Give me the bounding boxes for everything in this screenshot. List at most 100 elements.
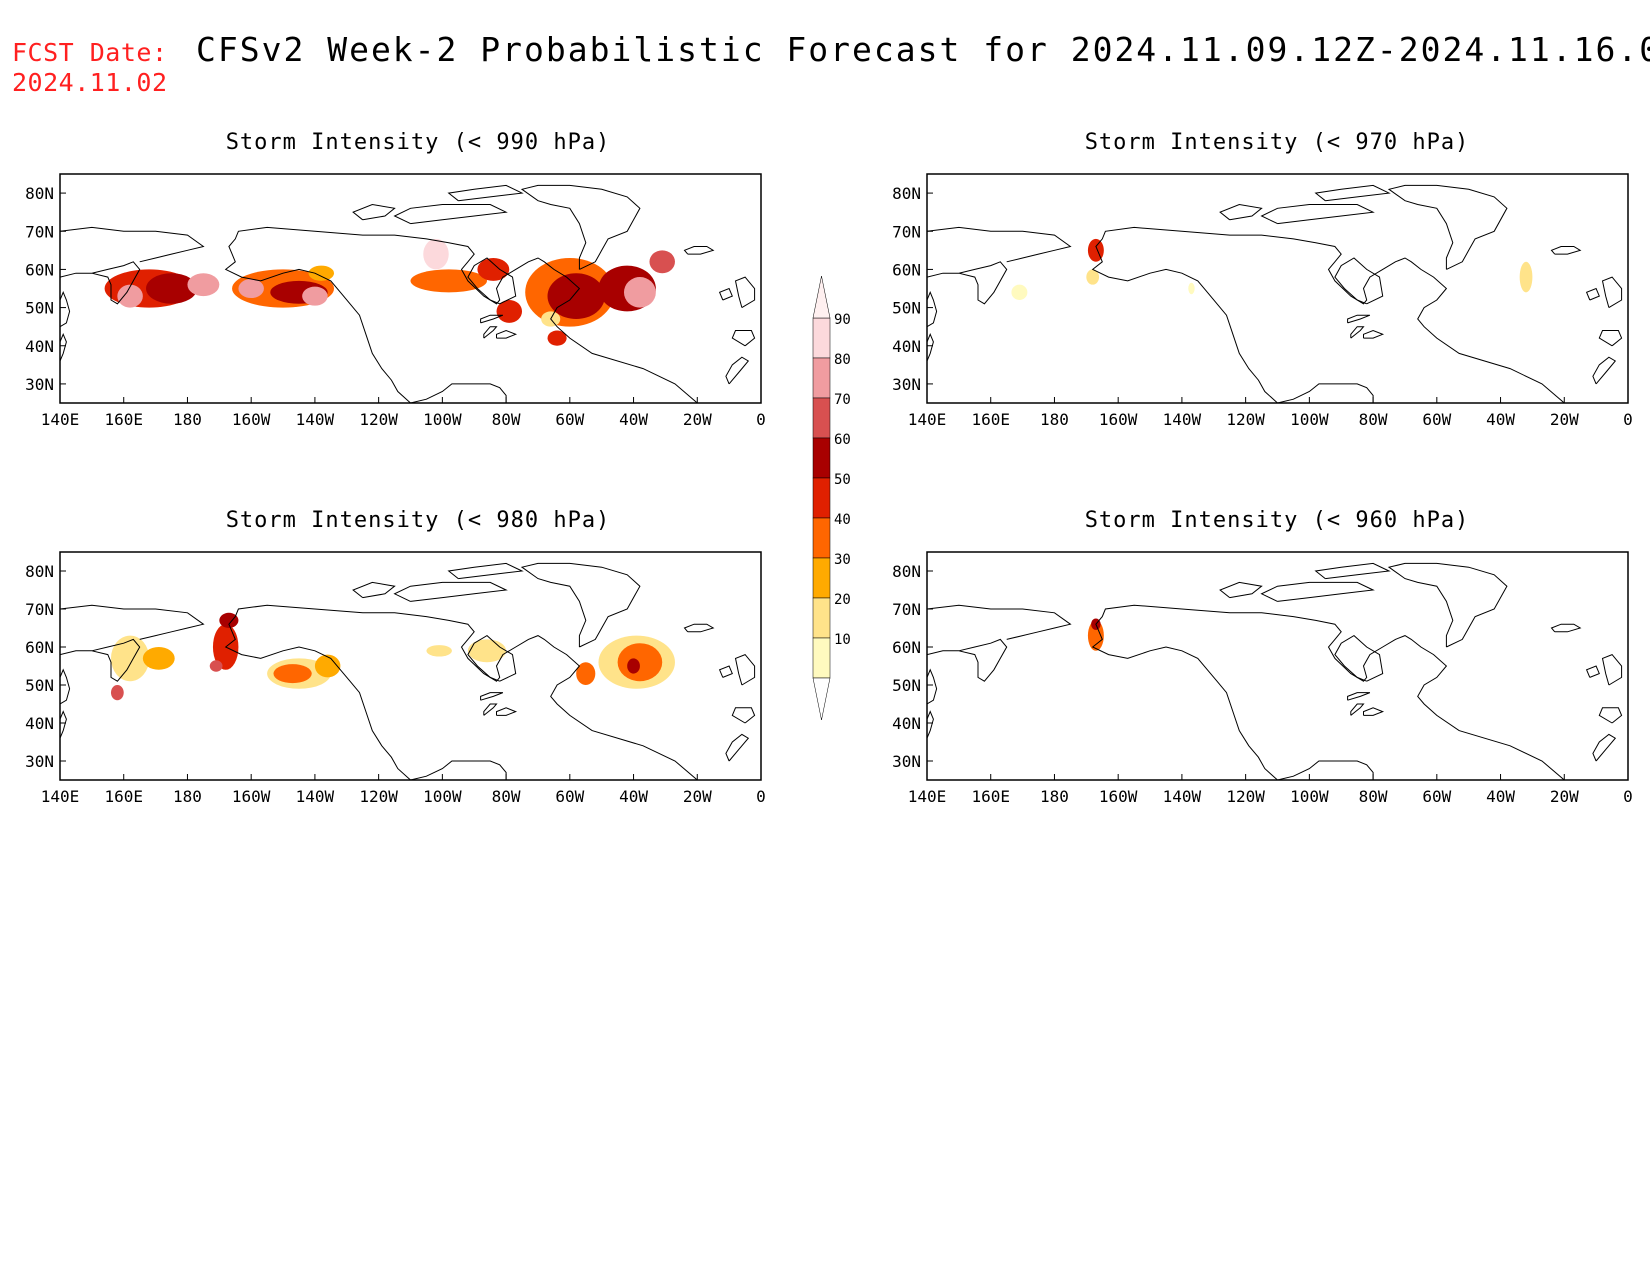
coastline [447, 562, 524, 580]
map-plot-area [927, 562, 1623, 780]
colorbar-segment [812, 357, 831, 399]
coastline [520, 562, 641, 648]
lon-tick-label: 100W [423, 787, 462, 806]
colorbar-segment [812, 517, 831, 559]
probability-region [1086, 269, 1100, 285]
colorbar-segment [812, 317, 831, 359]
lat-tick-label: 70N [892, 600, 921, 619]
probability-region [238, 278, 264, 299]
probability-region [1519, 261, 1533, 293]
coastline [1334, 634, 1384, 682]
probability-region [496, 299, 523, 323]
lon-tick-label: 20W [1550, 787, 1579, 806]
lon-tick-label: 180 [173, 787, 202, 806]
colorbar-segment [812, 637, 831, 679]
probability-region [187, 273, 220, 297]
map-frame [59, 173, 762, 404]
lon-tick-label: 140E [41, 787, 80, 806]
colorbar-level-label: 10 [834, 632, 851, 648]
lon-tick-label: 40W [1486, 410, 1515, 429]
coastline [60, 668, 71, 705]
coastline [224, 604, 698, 780]
coastline [1314, 562, 1391, 580]
coastline [480, 692, 504, 701]
lat-tick-label: 50N [25, 676, 54, 695]
colorbar-level-label: 20 [834, 592, 851, 608]
lon-tick-label: 20W [1550, 410, 1579, 429]
coastline [1350, 326, 1365, 339]
colorbar-bottom-arrow [812, 677, 831, 721]
coastline [725, 356, 750, 385]
lon-tick-label: 60W [555, 787, 584, 806]
probability-region [308, 265, 335, 281]
probability-region [110, 685, 124, 701]
lon-tick-label: 20W [683, 787, 712, 806]
coastline [1550, 246, 1582, 255]
map-plot-area [60, 562, 756, 780]
coastline [731, 707, 756, 724]
panel-title-960: Storm Intensity (< 960 hPa) [1084, 508, 1470, 533]
lon-tick-label: 140W [1163, 410, 1202, 429]
coastline [496, 707, 518, 716]
coastline [927, 638, 1008, 682]
map-panel-2: 140E 160E 180 160W 140W 120W 100W 80W 60W 40W 20W 0… [25, 551, 766, 806]
coastline [60, 604, 205, 640]
lat-tick-label: 30N [892, 752, 921, 771]
coastline [718, 287, 733, 301]
coastline [683, 246, 715, 255]
lon-tick-label: 80W [492, 787, 521, 806]
lon-tick-label: 160E [104, 410, 143, 429]
lon-tick-label: 100W [423, 410, 462, 429]
coastline [1347, 692, 1371, 701]
coastline [927, 226, 1072, 263]
lon-tick-label: 120W [1226, 410, 1265, 429]
colorbar-level-label: 60 [834, 432, 851, 448]
lat-tick-label: 60N [25, 260, 54, 279]
colorbar-segment [812, 437, 831, 479]
coastline [1598, 330, 1623, 347]
coastline [1277, 383, 1374, 403]
probability-region [547, 330, 567, 346]
coastline [1387, 562, 1508, 648]
probability-region [467, 639, 507, 663]
coastline [1334, 257, 1384, 305]
colorbar: 10 20 30 40 50 60 70 80 90 [812, 275, 851, 721]
probability-region [142, 647, 175, 670]
coastline [1592, 356, 1617, 385]
lat-tick-label: 70N [892, 222, 921, 241]
map-frame [926, 551, 1629, 781]
lat-tick-label: 40N [25, 337, 54, 356]
colorbar-level-label: 90 [834, 312, 851, 328]
coastline [1350, 703, 1365, 716]
coastline [1592, 733, 1617, 762]
lon-tick-label: 0 [1623, 410, 1633, 429]
coastline [1347, 314, 1371, 324]
forecast-date-block: FCST Date: 2024.11.02 [12, 38, 168, 98]
lon-tick-label: 160W [232, 787, 271, 806]
lon-tick-label: 0 [756, 787, 766, 806]
coastline [60, 333, 67, 362]
coastline [467, 634, 517, 682]
probability-region [1087, 620, 1104, 651]
probability-region [547, 273, 605, 320]
lon-tick-label: 140W [1163, 787, 1202, 806]
probability-region [117, 284, 143, 308]
coastline [60, 638, 141, 682]
lon-tick-label: 60W [1422, 787, 1451, 806]
probability-region [617, 643, 663, 682]
map-panel-1: 140E 160E 180 160W 140W 120W 100W 80W 60W 40W 20W 0… [892, 173, 1633, 429]
coastline [1585, 287, 1600, 301]
lon-tick-label: 160E [104, 787, 143, 806]
coastline [1260, 581, 1375, 602]
coastline [1314, 184, 1391, 202]
lon-tick-label: 80W [1359, 787, 1388, 806]
probability-region [423, 238, 449, 270]
lon-tick-label: 20W [683, 410, 712, 429]
lon-tick-label: 100W [1290, 410, 1329, 429]
lon-tick-label: 160W [1099, 787, 1138, 806]
probability-region [627, 658, 640, 674]
coastline [1598, 707, 1623, 724]
probability-region [410, 269, 487, 293]
lat-tick-label: 70N [25, 222, 54, 241]
